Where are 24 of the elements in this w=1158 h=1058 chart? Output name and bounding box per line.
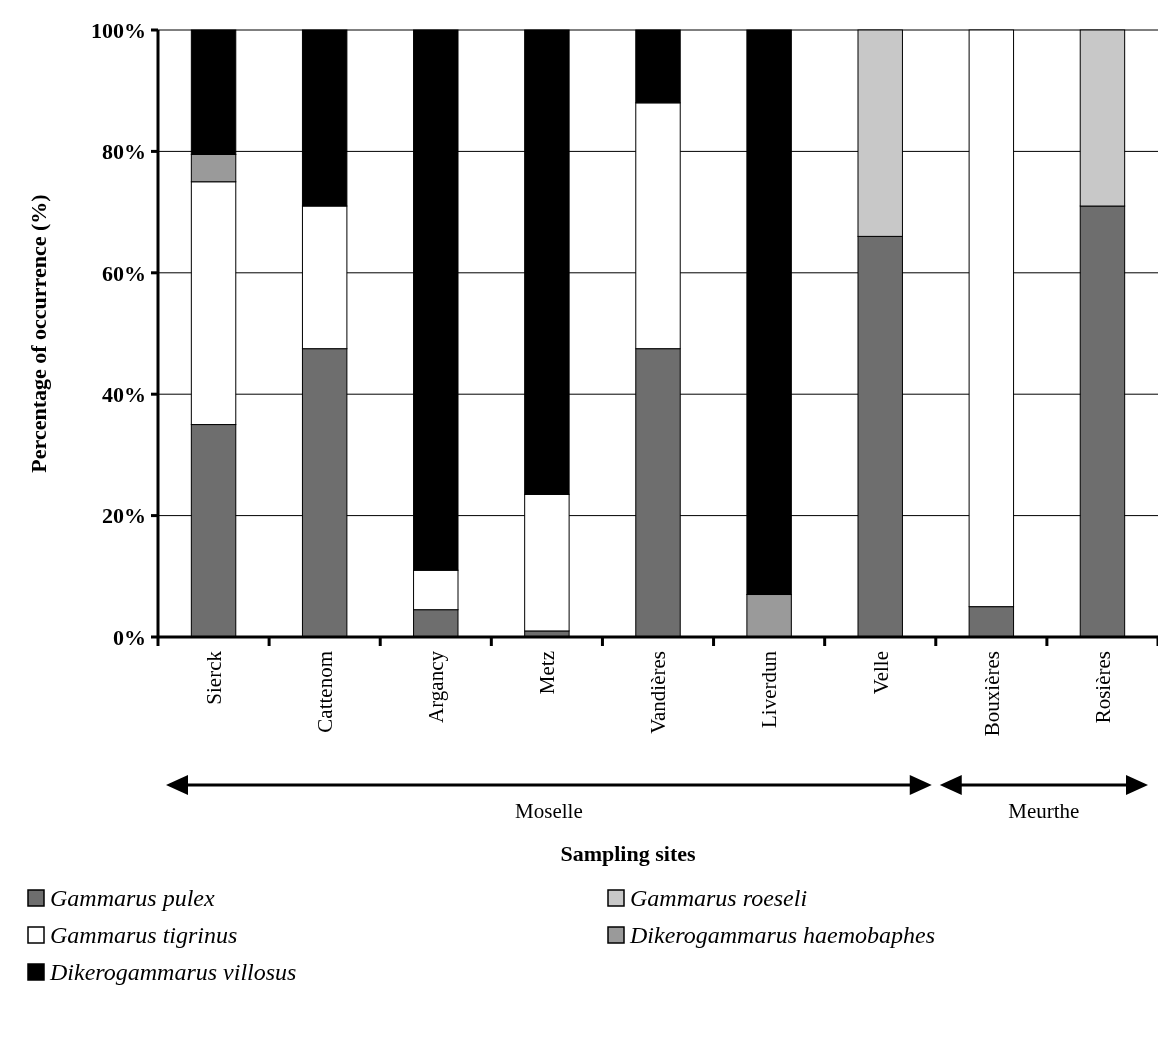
x-tick-label: Liverdun [757,650,782,728]
text: Moselle [515,799,583,823]
y-tick-label: 100% [91,17,146,43]
legend-label: Gammarus pulex [50,885,215,912]
x-tick-label: Rosières [1090,651,1115,724]
y-tick-label: 0% [113,624,146,650]
x-axis-title: Sampling sites [560,841,696,866]
y-axis-title: Percentage of occurrence (%) [25,194,51,473]
y-tick-label: 60% [102,260,146,286]
legend-label: Dikerogammarus haemobaphes [629,922,936,949]
legend-label: Gammarus tigrinus [50,922,238,949]
y-tick-label: 40% [102,381,146,407]
x-tick-label: Sierck [201,650,226,705]
x-tick-label: Vandières [646,651,671,734]
text: Meurthe [1008,799,1080,823]
y-tick-label: 20% [102,503,146,529]
x-tick-label: Bouxières [979,651,1004,737]
legend-label: Gammarus roeseli [630,885,808,912]
x-tick-label: Argancy [424,650,449,723]
x-tick-label: Velle [868,651,893,695]
x-tick-label: Cattenom [313,651,338,733]
legend-label: Dikerogammarus villosus [49,959,297,986]
x-tick-label: Metz [535,651,560,695]
y-tick-label: 80% [102,139,146,165]
